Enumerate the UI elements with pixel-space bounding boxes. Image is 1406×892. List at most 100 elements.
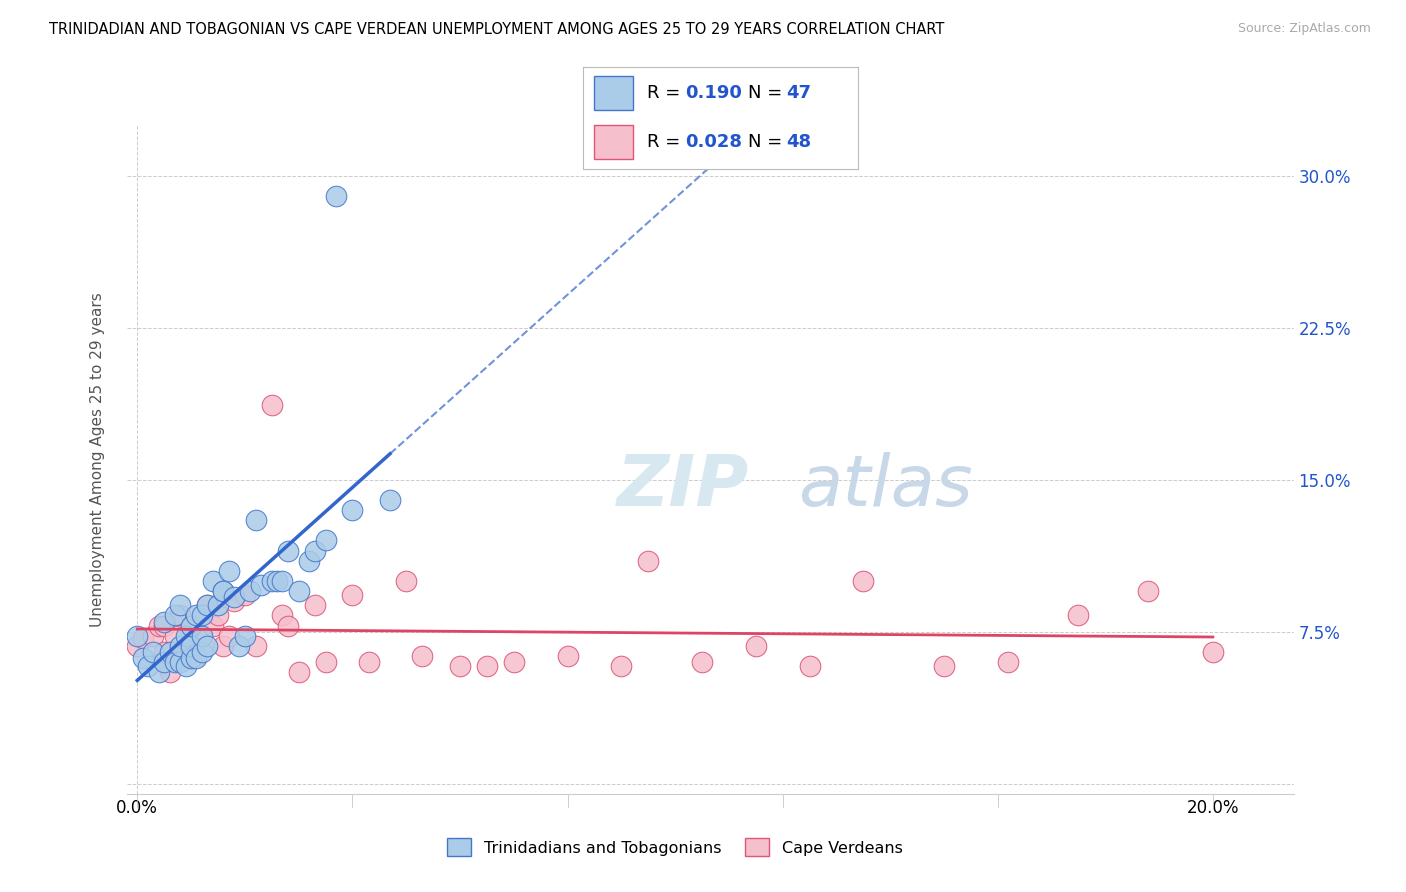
Point [169, 639, 191, 653]
Y-axis label: Unemployment Among Ages 25 to 29 years: Unemployment Among Ages 25 to 29 years [90, 292, 105, 627]
Point [315, 533, 337, 548]
Point [212, 584, 235, 599]
Point [852, 574, 875, 588]
Text: 0.028: 0.028 [685, 133, 742, 151]
Point [159, 645, 181, 659]
Point [159, 665, 181, 680]
Point [411, 648, 433, 663]
Point [315, 655, 337, 669]
Point [690, 655, 713, 669]
Text: N =: N = [748, 84, 787, 102]
Point [212, 584, 235, 599]
Point [148, 665, 170, 680]
Point [1202, 645, 1225, 659]
Text: 0.190: 0.190 [685, 84, 742, 102]
Point [153, 615, 176, 629]
Point [218, 629, 240, 643]
Point [186, 648, 208, 663]
Point [207, 599, 229, 613]
Point [228, 639, 250, 653]
Point [195, 639, 218, 653]
Point [233, 629, 256, 643]
Point [191, 645, 214, 659]
Point [169, 655, 191, 669]
Point [1067, 608, 1090, 623]
Point [233, 588, 256, 602]
Point [131, 651, 153, 665]
Point [136, 659, 159, 673]
Point [266, 574, 288, 588]
Point [304, 599, 326, 613]
Point [186, 608, 208, 623]
Point [153, 655, 176, 669]
Point [637, 554, 659, 568]
Point [180, 639, 202, 653]
Point [191, 629, 214, 643]
Point [342, 503, 364, 517]
Point [287, 665, 309, 680]
Point [325, 189, 347, 203]
Point [245, 513, 267, 527]
Point [127, 629, 149, 643]
Point [142, 645, 165, 659]
Point [222, 594, 245, 608]
Point [142, 629, 165, 643]
Point [153, 645, 176, 659]
Point [271, 608, 294, 623]
Point [195, 599, 218, 613]
Text: ZIP: ZIP [617, 451, 749, 521]
Point [207, 608, 229, 623]
FancyBboxPatch shape [595, 126, 633, 159]
Point [799, 659, 821, 673]
Point [260, 574, 283, 588]
Point [127, 639, 149, 653]
Text: R =: R = [647, 84, 686, 102]
Point [304, 543, 326, 558]
Point [277, 543, 299, 558]
Point [378, 492, 401, 507]
Point [245, 639, 267, 653]
Text: N =: N = [748, 133, 787, 151]
Point [131, 631, 153, 645]
Point [180, 618, 202, 632]
Point [174, 629, 197, 643]
Point [169, 645, 191, 659]
Point [153, 618, 176, 632]
Point [180, 651, 202, 665]
Legend: Trinidadians and Tobagonians, Cape Verdeans: Trinidadians and Tobagonians, Cape Verde… [440, 831, 910, 863]
Text: 48: 48 [786, 133, 811, 151]
Point [610, 659, 633, 673]
Point [287, 584, 309, 599]
Text: R =: R = [647, 133, 686, 151]
Point [502, 655, 524, 669]
Point [475, 659, 498, 673]
Point [174, 659, 197, 673]
Point [218, 564, 240, 578]
Point [163, 608, 186, 623]
Text: TRINIDADIAN AND TOBAGONIAN VS CAPE VERDEAN UNEMPLOYMENT AMONG AGES 25 TO 29 YEAR: TRINIDADIAN AND TOBAGONIAN VS CAPE VERDE… [49, 22, 945, 37]
Text: Source: ZipAtlas.com: Source: ZipAtlas.com [1237, 22, 1371, 36]
Point [201, 574, 224, 588]
Point [201, 618, 224, 632]
Point [191, 629, 214, 643]
Point [997, 655, 1019, 669]
FancyBboxPatch shape [595, 76, 633, 110]
Point [169, 599, 191, 613]
Point [222, 591, 245, 605]
Point [271, 574, 294, 588]
Point [191, 608, 214, 623]
Point [449, 659, 471, 673]
Point [298, 554, 321, 568]
Point [148, 618, 170, 632]
Point [239, 584, 262, 599]
Point [1137, 584, 1160, 599]
Point [163, 629, 186, 643]
Text: 47: 47 [786, 84, 811, 102]
Point [395, 574, 418, 588]
Point [180, 639, 202, 653]
Point [557, 648, 579, 663]
Point [277, 618, 299, 632]
Point [186, 651, 208, 665]
Point [180, 618, 202, 632]
Point [932, 659, 955, 673]
